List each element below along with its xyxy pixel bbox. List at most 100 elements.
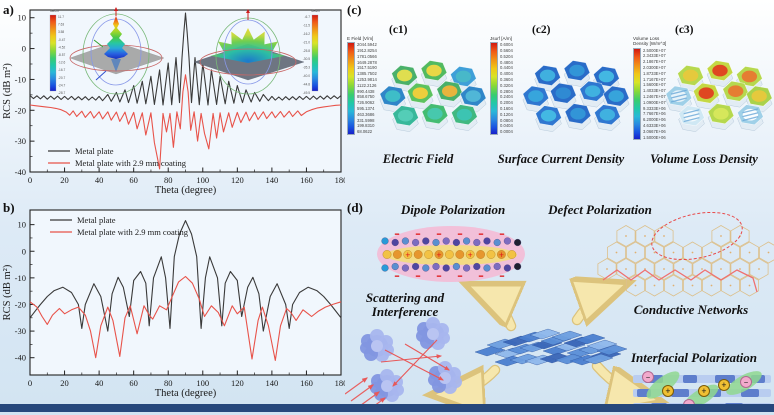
label-defect-polarization: Defect Polarization	[548, 202, 652, 217]
svg-text:120: 120	[231, 175, 244, 185]
svg-text:-20: -20	[15, 105, 26, 115]
svg-text:+: +	[436, 250, 441, 260]
label-scattering-line2: Interference	[371, 304, 439, 319]
panel-b-chart: 0 20 40 60 80 100 120 140 160 180 -40 -30 -20 -10 0 10 M…	[0, 200, 345, 412]
c2-surface-current-image	[522, 60, 630, 132]
subpanel-c2-label: (c2)	[532, 24, 551, 36]
svg-text:60: 60	[129, 378, 138, 388]
svg-text:+: +	[721, 380, 726, 390]
svg-text:dBsm: dBsm	[311, 9, 320, 13]
svg-text:80: 80	[164, 378, 173, 388]
svg-text:+: +	[701, 386, 706, 396]
panel-a-inset-left-3d-pattern: dBsm 11.7 7.63 3.58 -0.47 -4.52 -8.57 -12.6 -16.…	[36, 6, 168, 98]
svg-text:140: 140	[266, 378, 279, 388]
svg-text:80: 80	[164, 175, 173, 185]
series-0	[29, 12, 342, 106]
svg-text:−: −	[744, 378, 749, 387]
svg-text:-6.7: -6.7	[305, 15, 311, 19]
svg-text:−: −	[646, 373, 651, 382]
svg-text:+: +	[665, 386, 670, 396]
svg-text:RCS (dB m²): RCS (dB m²)	[2, 63, 13, 119]
c3-caption: Volume Loss Density	[650, 152, 758, 166]
svg-text:dBsm: dBsm	[50, 9, 59, 13]
svg-text:20: 20	[60, 175, 69, 185]
svg-text:-49.5: -49.5	[303, 91, 310, 95]
svg-text:-4.52: -4.52	[58, 45, 65, 49]
svg-text:40: 40	[95, 378, 104, 388]
svg-text:7.63: 7.63	[58, 23, 64, 27]
svg-text:-40: -40	[15, 167, 26, 177]
svg-text:-8.57: -8.57	[58, 53, 65, 57]
bottom-divider-bar	[0, 404, 774, 412]
svg-text:+: +	[499, 250, 504, 260]
svg-text:Metal plate: Metal plate	[75, 146, 114, 156]
svg-text:100: 100	[196, 175, 209, 185]
svg-text:-24.7: -24.7	[58, 83, 65, 87]
panel-a-inset-right-3d-pattern: dBsm -6.7 -11.5 -16.2 -21.0 -25.8 -30.5 -35.3 -4…	[186, 6, 322, 98]
chart-a-svg: 0 20 40 60 80 100 120 140 160 180 -40 -30 -20 -10 0 10 M…	[2, 9, 345, 196]
series-1	[29, 275, 342, 361]
svg-text:160: 160	[300, 175, 313, 185]
svg-text:-10: -10	[15, 74, 26, 84]
svg-text:-11.5: -11.5	[303, 23, 310, 27]
label-dipole-polarization: Dipole Polarization	[400, 202, 506, 217]
svg-text:Metal plate: Metal plate	[77, 215, 116, 225]
svg-text:-30: -30	[15, 136, 26, 146]
label-scattering-line1: Scattering and	[365, 290, 445, 305]
svg-text:-35.3: -35.3	[303, 66, 310, 70]
panel-c: (c) (c1) E Field [V/m] 2044.5942 1912.8254…	[345, 0, 774, 196]
c1-colorbar: E Field [V/m] 2044.5942 1912.8254 1781.0566…	[347, 36, 377, 136]
svg-text:Metal plate with 2.9 mm coatin: Metal plate with 2.9 mm coating	[77, 227, 189, 237]
svg-text:Theta (degree): Theta (degree)	[155, 185, 217, 196]
c3-volume-loss-image	[665, 60, 773, 132]
svg-text:120: 120	[231, 378, 244, 388]
svg-text:-0.47: -0.47	[58, 38, 65, 42]
svg-text:-10: -10	[15, 273, 26, 283]
subpanel-c3: (c3) Volume Loss Density [W/m^3] 2.5000E+…	[631, 24, 774, 196]
c1-electric-field-image	[379, 60, 487, 132]
subpanel-c2: (c2) Jsurf [A/m] 0.6004 0.5604 0.5204 0.4804…	[488, 24, 631, 196]
svg-text:Metal plate with 2.9 mm coatin: Metal plate with 2.9 mm coating	[75, 158, 187, 168]
svg-text:Theta (degree): Theta (degree)	[155, 388, 217, 399]
series-1	[29, 74, 342, 170]
svg-text:0: 0	[22, 246, 26, 256]
svg-text:-16.7: -16.7	[58, 68, 65, 72]
svg-text:-40: -40	[15, 353, 26, 363]
svg-text:10: 10	[18, 13, 27, 23]
panel-a-chart: 0 20 40 60 80 100 120 140 160 180 -40 -30 -20 -10 0 10 M…	[0, 0, 345, 200]
svg-text:180: 180	[335, 175, 345, 185]
c2-colorbar: Jsurf [A/m] 0.6004 0.5604 0.5204 0.4804 0.440…	[490, 36, 513, 136]
svg-text:-40.0: -40.0	[303, 74, 310, 78]
svg-text:-20.7: -20.7	[58, 76, 65, 80]
panel-d: ++++−−−+++ (d) Dipole Polarization Defec…	[345, 198, 774, 412]
c3-colorbar: Volume Loss Density [W/m^3] 2.5000E+07 2.3…	[633, 36, 667, 141]
svg-text:-44.8: -44.8	[303, 83, 310, 87]
svg-text:180: 180	[335, 378, 345, 388]
svg-text:160: 160	[300, 378, 313, 388]
svg-text:-30.5: -30.5	[303, 57, 310, 61]
svg-text:11.7: 11.7	[58, 15, 64, 19]
panel-d-label: (d)	[347, 200, 363, 215]
svg-text:-21.0: -21.0	[303, 40, 310, 44]
panel-c-label: (c)	[347, 2, 362, 17]
label-conductive-networks: Conductive Networks	[633, 302, 749, 317]
svg-text:3.58: 3.58	[58, 30, 64, 34]
panel-b-label: b)	[3, 200, 15, 215]
series-0	[29, 220, 342, 332]
svg-text:100: 100	[196, 378, 209, 388]
panel-d-graphics: ++++−−−+++	[345, 211, 774, 412]
c2-caption: Surface Current Density	[497, 152, 625, 166]
svg-text:-16.2: -16.2	[303, 32, 310, 36]
svg-text:0: 0	[22, 44, 26, 54]
subpanel-c1: (c1) E Field [V/m] 2044.5942 1912.8254 1781…	[345, 24, 488, 196]
chart-b-svg: 0 20 40 60 80 100 120 140 160 180 -40 -30 -20 -10 0 10 M…	[2, 209, 345, 399]
svg-text:RCS (dB m²): RCS (dB m²)	[2, 264, 13, 320]
svg-text:0: 0	[28, 175, 32, 185]
svg-text:-20: -20	[15, 299, 26, 309]
svg-text:-25.8: -25.8	[303, 49, 310, 53]
subpanel-c1-label: (c1)	[389, 24, 408, 36]
svg-text:20: 20	[60, 378, 69, 388]
svg-text:40: 40	[95, 175, 104, 185]
svg-text:-30: -30	[15, 326, 26, 336]
svg-text:140: 140	[266, 175, 279, 185]
